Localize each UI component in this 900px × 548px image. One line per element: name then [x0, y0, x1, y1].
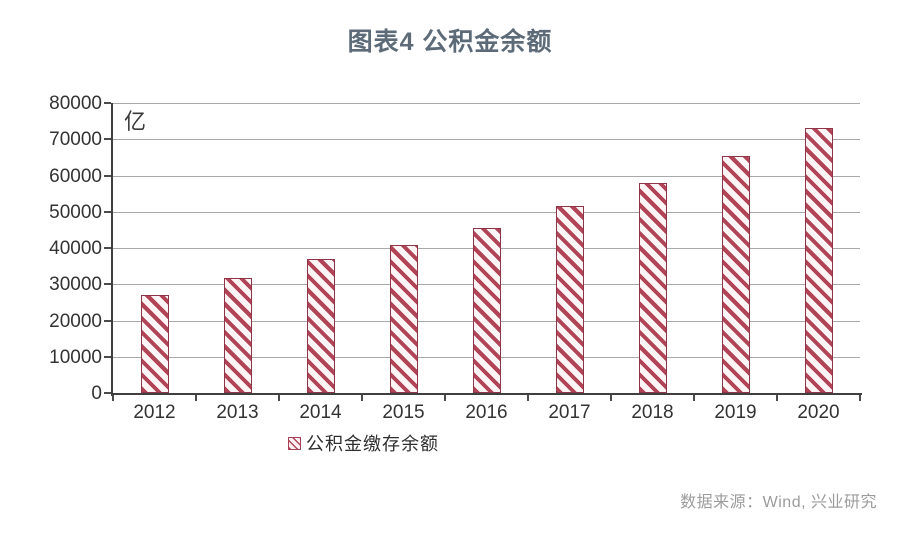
x-tick-5: [527, 395, 529, 401]
y-axis-unit-label: 亿: [124, 110, 147, 135]
y-tick-0: [104, 392, 111, 394]
y-tick-50000: [104, 210, 111, 213]
x-tick-3: [361, 395, 363, 401]
data-source-note: 数据来源：Wind, 兴业研究: [680, 494, 877, 511]
legend: 公积金缴存余额: [288, 430, 439, 456]
y-axis-line: [111, 103, 113, 396]
gridline-60000: [113, 175, 860, 177]
bar-2013: [223, 278, 252, 393]
bar-2017: [555, 206, 584, 393]
y-tick-20000: [104, 319, 111, 322]
bar-2014: [306, 259, 335, 393]
x-tick-2: [278, 395, 280, 401]
bar-2020: [804, 128, 833, 393]
y-tick-label-30000: 30000: [49, 274, 102, 296]
x-tick-1: [195, 395, 197, 401]
y-tick-70000: [104, 138, 111, 141]
x-tick-label-2014: 2014: [299, 402, 342, 423]
chart-title: 图表4 公积金余额: [347, 28, 553, 56]
x-tick-9: [859, 395, 861, 401]
x-tick-4: [444, 395, 446, 401]
y-tick-label-80000: 80000: [49, 93, 102, 114]
y-tick-30000: [104, 283, 111, 286]
y-tick-60000: [104, 174, 111, 177]
x-tick-label-2015: 2015: [382, 402, 425, 423]
y-tick-10000: [104, 355, 111, 358]
gridline-50000: [113, 211, 860, 213]
y-tick-label-60000: 60000: [49, 165, 102, 187]
y-tick-80000: [104, 102, 111, 104]
plot-area: 0 10000 20000 30000 40000 50000 60000 70000 8000…: [49, 93, 862, 423]
y-tick-label-40000: 40000: [49, 238, 102, 259]
bar-2018: [638, 183, 667, 393]
y-tick-40000: [104, 247, 111, 249]
x-tick-label-2016: 2016: [465, 402, 508, 423]
x-tick-label-2017: 2017: [548, 402, 591, 423]
x-tick-label-2019: 2019: [714, 402, 757, 423]
y-tick-label-10000: 10000: [49, 346, 102, 368]
x-tick-7: [693, 395, 695, 401]
x-tick-8: [776, 395, 778, 401]
x-tick-label-2018: 2018: [631, 402, 674, 423]
x-tick-6: [610, 395, 612, 401]
x-tick-label-2012: 2012: [133, 402, 176, 423]
bar-2015: [389, 245, 418, 393]
x-tick-label-2013: 2013: [216, 402, 259, 423]
legend-swatch-icon: [288, 436, 301, 450]
x-tick-label-2020: 2020: [797, 402, 840, 423]
legend-label: 公积金缴存余额: [306, 434, 439, 455]
gridline-80000: [113, 103, 860, 104]
gridline-70000: [113, 139, 860, 141]
x-axis-line: [111, 393, 862, 395]
bar-2016: [472, 228, 501, 393]
y-tick-label-70000: 70000: [49, 129, 102, 151]
bar-2019: [721, 156, 750, 393]
y-tick-label-20000: 20000: [49, 310, 102, 332]
x-tick-0: [112, 395, 114, 401]
y-tick-label-50000: 50000: [49, 201, 102, 223]
bar-2012: [140, 295, 169, 393]
y-tick-label-0: 0: [91, 383, 102, 404]
